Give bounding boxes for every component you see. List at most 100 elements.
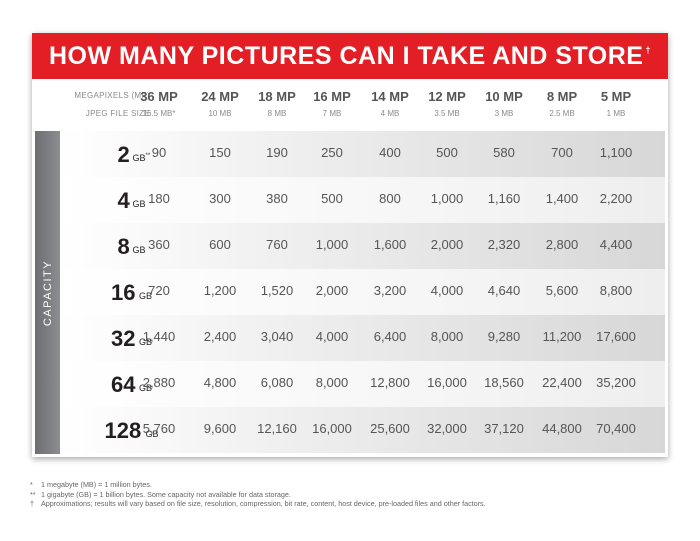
column-mp: 8 MP: [546, 89, 578, 104]
table-cell: 190: [266, 145, 288, 160]
column-file-size: 2.5 MB: [549, 109, 575, 118]
title-dagger: †: [645, 45, 651, 55]
table-cell: 1,600: [373, 237, 407, 252]
footnote-text: 1 megabyte (MB) = 1 million bytes.: [41, 480, 152, 489]
capacity-value: 2: [117, 142, 130, 167]
table-cell: 3,200: [373, 283, 407, 298]
table-cell: 35,200: [596, 375, 636, 390]
column-file-size: 7 MB: [322, 109, 342, 118]
table-cell: 760: [266, 237, 288, 252]
footnote: * 1 megabyte (MB) = 1 million bytes.: [30, 480, 680, 490]
table-cell: 2,000: [315, 283, 349, 298]
column-mp: 16 MP: [313, 89, 351, 104]
table-cell: 720: [148, 283, 170, 298]
capacity-unit: GB: [139, 337, 152, 347]
table-cell: 150: [209, 145, 231, 160]
table-cell: 180: [148, 191, 170, 206]
column-mp: 36 MP: [140, 89, 178, 104]
footnote-text: Approximations; results will vary based …: [41, 499, 486, 508]
table-cell: 1,100: [599, 145, 633, 160]
table-cell: 2,800: [545, 237, 579, 252]
table-cell: 37,120: [484, 421, 524, 436]
table-cell: 380: [266, 191, 288, 206]
table-cell: 4,640: [487, 283, 521, 298]
table-cell: 5,760: [142, 421, 176, 436]
title-bar: HOW MANY PICTURES CAN I TAKE AND STORE †: [32, 33, 668, 79]
column-file-size: 16.5 MB*: [142, 109, 176, 118]
table-cell: 3,040: [260, 329, 294, 344]
column-mp: 24 MP: [201, 89, 239, 104]
table-cell: 1,200: [203, 283, 237, 298]
footnote: † Approximations; results will vary based…: [30, 499, 680, 509]
capacity-unit: GB: [139, 291, 152, 301]
capacity-value: 32: [111, 326, 136, 351]
jpeg-size-label: JPEG FILE SIZE: [85, 109, 150, 118]
column-file-size: 1 MB: [606, 109, 626, 118]
megapixels-label: MEGAPIXELS (MP): [74, 91, 150, 100]
footnote-mark: †: [30, 499, 34, 508]
capacity-value: 16: [111, 280, 136, 305]
capacity-value: 64: [111, 372, 136, 397]
table-cell: 2,880: [142, 375, 176, 390]
footnote-mark: *: [30, 480, 33, 489]
column-file-size: 10 MB: [208, 109, 232, 118]
capacity-unit: GB: [133, 199, 146, 209]
table-cell: 2,400: [203, 329, 237, 344]
table-cell: 2,200: [599, 191, 633, 206]
table-cell: 1,400: [545, 191, 579, 206]
table-cell: 90: [151, 145, 167, 160]
table-cell: 5,600: [545, 283, 579, 298]
footnote: ** 1 gigabyte (GB) = 1 billion bytes. Som…: [30, 490, 680, 500]
page-title: HOW MANY PICTURES CAN I TAKE AND STORE: [48, 41, 644, 70]
column-file-size: 4 MB: [380, 109, 400, 118]
table-row: 32 GB 1,440 2,400 3,040 4,000 6,400 8,000 9,280 1…: [60, 315, 665, 361]
column-mp: 10 MP: [485, 89, 523, 104]
table-cell: 16,000: [427, 375, 467, 390]
table-cell: 9,280: [487, 329, 521, 344]
capacity-unit-text: GB: [132, 199, 146, 209]
table-cell: 2,320: [487, 237, 521, 252]
table-cell: 300: [209, 191, 231, 206]
table-cell: 18,560: [484, 375, 524, 390]
table-cell: 17,600: [596, 329, 636, 344]
column-file-size: 3 MB: [494, 109, 514, 118]
capacity-unit: GB**: [133, 153, 151, 163]
column-mp: 14 MP: [371, 89, 409, 104]
capacity-unit-text: GB: [132, 245, 146, 255]
table-cell: 16,000: [312, 421, 352, 436]
table-cell: 1,440: [142, 329, 176, 344]
table-row: 8 GB 360 600 760 1,000 1,600 2,000 2,320 2,800 4,4…: [60, 223, 665, 269]
table-cell: 1,000: [430, 191, 464, 206]
capacity-unit-text: GB: [132, 153, 146, 163]
table-cell: 4,000: [315, 329, 349, 344]
table-cell: 1,000: [315, 237, 349, 252]
column-file-size: 8 MB: [267, 109, 287, 118]
footnote-text: 1 gigabyte (GB) = 1 billion bytes. Some …: [41, 489, 291, 499]
table-cell: 500: [321, 191, 343, 206]
table-cell: 11,200: [542, 329, 582, 344]
table-cell: 6,080: [260, 375, 294, 390]
table-cell: 580: [493, 145, 515, 160]
table-cell: 8,000: [315, 375, 349, 390]
table-cell: 12,800: [370, 375, 410, 390]
table-row: 64 GB 2,880 4,800 6,080 8,000 12,800 16,000 18,5…: [60, 361, 665, 407]
table-cell: 1,520: [260, 283, 294, 298]
capacity-label: CAPACITY: [41, 259, 54, 326]
footnotes: * 1 megabyte (MB) = 1 million bytes. ** 1 g…: [30, 480, 680, 509]
table-row: 128 GB 5,760 9,600 12,160 16,000 25,600 32,000 3…: [60, 407, 665, 453]
table-row: 2 GB** 90 150 190 250 400 500 580 700 1,100: [60, 131, 665, 177]
column-mp: 18 MP: [258, 89, 296, 104]
table-cell: 12,160: [257, 421, 297, 436]
table-cell: 1,160: [487, 191, 521, 206]
capacity-sidebar: CAPACITY: [35, 131, 60, 454]
table-cell: 8,800: [599, 283, 633, 298]
table-cell: 22,400: [542, 375, 582, 390]
table-cell: 4,000: [430, 283, 464, 298]
table-cell: 700: [551, 145, 573, 160]
capacity-unit: GB: [146, 429, 159, 439]
table-cell: 4,400: [599, 237, 633, 252]
storage-table-card: HOW MANY PICTURES CAN I TAKE AND STORE † …: [32, 33, 668, 457]
table-cell: 9,600: [203, 421, 237, 436]
capacity-unit-text: GB: [139, 337, 153, 347]
table-cell: 2,000: [430, 237, 464, 252]
